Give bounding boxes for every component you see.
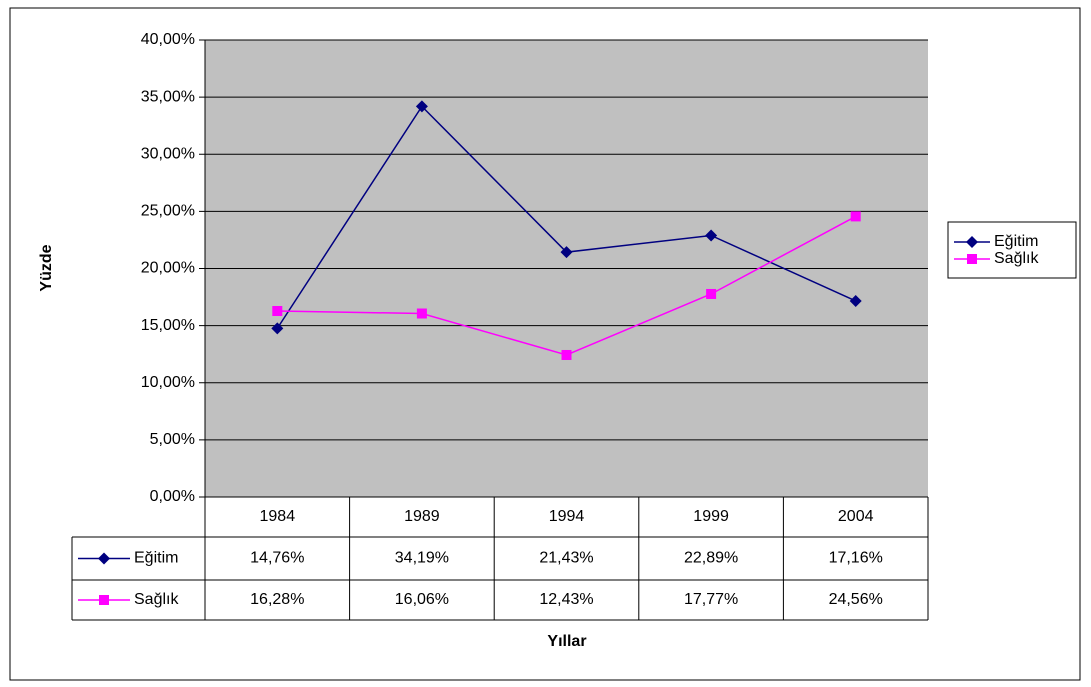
y-tick-label: 35,00% (141, 88, 195, 105)
legend-marker (967, 254, 977, 264)
data-point (705, 229, 718, 242)
table-value: 17,16% (829, 550, 883, 567)
x-tick-label: 1999 (693, 508, 729, 525)
legend-box (947, 221, 1077, 279)
table-value: 21,43% (539, 550, 593, 567)
data-point (850, 211, 861, 222)
y-tick-label: 20,00% (141, 260, 195, 277)
data-point (561, 349, 572, 360)
legend-label: Eğitim (994, 233, 1038, 250)
y-tick-label: 0,00% (150, 488, 195, 505)
y-axis-title: Yüzde (38, 244, 55, 291)
data-point (416, 308, 427, 319)
table-value: 16,06% (395, 591, 449, 608)
table-value: 34,19% (395, 550, 449, 567)
y-tick-label: 30,00% (141, 145, 195, 162)
table-value: 16,28% (250, 591, 304, 608)
table-row-label: Sağlık (134, 591, 179, 608)
legend-marker (966, 236, 978, 248)
table-value: 24,56% (829, 591, 883, 608)
data-point (272, 306, 283, 317)
data-point (415, 100, 428, 113)
legend-label: Sağlık (994, 250, 1039, 267)
table-value: 12,43% (539, 591, 593, 608)
table-legend-marker (99, 595, 109, 605)
x-tick-label: 1994 (549, 508, 585, 525)
data-point (706, 288, 717, 299)
y-tick-label: 10,00% (141, 374, 195, 391)
table-legend-marker (98, 552, 110, 565)
x-axis-title: Yıllar (547, 633, 586, 650)
x-tick-label: 1989 (404, 508, 440, 525)
y-tick-label: 40,00% (141, 31, 195, 48)
x-tick-label: 2004 (838, 508, 874, 525)
data-point (849, 294, 862, 307)
y-tick-label: 15,00% (141, 317, 195, 334)
table-value: 22,89% (684, 550, 738, 567)
table-row-label: Eğitim (134, 550, 178, 567)
x-tick-label: 1984 (260, 508, 296, 525)
table-value: 14,76% (250, 550, 304, 567)
table-value: 17,77% (684, 591, 738, 608)
y-tick-label: 5,00% (150, 431, 195, 448)
data-point (560, 246, 573, 259)
y-tick-label: 25,00% (141, 203, 195, 220)
data-point (271, 322, 284, 335)
